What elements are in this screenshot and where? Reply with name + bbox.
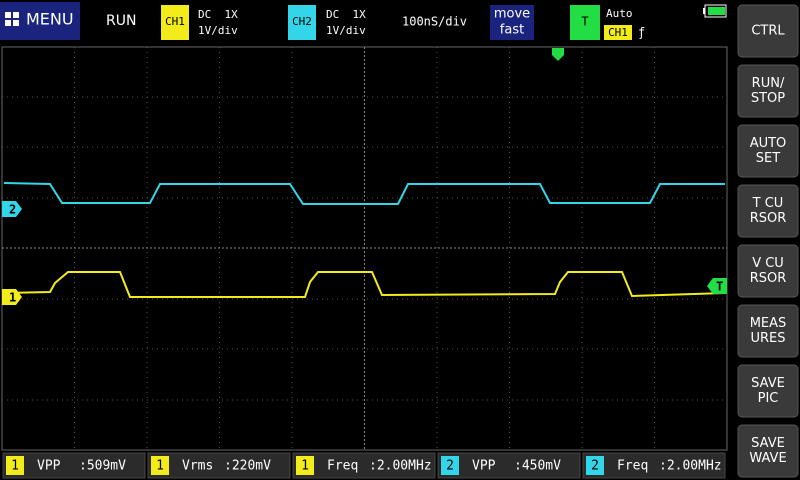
- side-button[interactable]: [737, 364, 799, 418]
- ch2-trace: [3, 182, 725, 205]
- side-button[interactable]: [737, 124, 799, 178]
- channel-number: 1: [156, 459, 164, 474]
- channel-number: 2: [446, 459, 454, 474]
- ch1-marker-label: 1: [9, 291, 16, 305]
- measurement-value: :2.00MHz: [659, 459, 722, 474]
- side-button[interactable]: [737, 244, 799, 298]
- ch2-badge: [288, 5, 316, 40]
- menu-label[interactable]: MENU: [26, 10, 74, 29]
- side-button-label[interactable]: STOP: [751, 91, 785, 106]
- measurement-name: VPP: [37, 459, 61, 474]
- measurement-name: Freq: [327, 459, 358, 474]
- side-button[interactable]: [737, 424, 799, 478]
- side-button-label[interactable]: RSOR: [750, 211, 787, 226]
- trigger-position-marker: [552, 48, 564, 61]
- trigger-edge: ƒ: [638, 26, 645, 40]
- channel-chip: [151, 456, 169, 475]
- side-button[interactable]: [737, 184, 799, 238]
- side-button-label[interactable]: PIC: [758, 391, 779, 406]
- side-button-label[interactable]: AUTO: [750, 136, 787, 151]
- measurement-box: [582, 452, 726, 479]
- menu-icon: [5, 12, 19, 26]
- side-button-label[interactable]: T CU: [752, 196, 784, 211]
- ch2-marker: [2, 201, 22, 217]
- trigger-marker-label: T: [716, 280, 723, 294]
- side-button-label[interactable]: RUN/: [752, 76, 785, 91]
- measurement-value: :220mV: [224, 459, 271, 474]
- run-status: RUN: [106, 13, 136, 29]
- side-button-label[interactable]: CTRL: [751, 24, 785, 39]
- channel-chip: [586, 456, 604, 475]
- move-speed: fast: [500, 23, 524, 38]
- trigger-badge: [570, 5, 600, 40]
- trigger-mode: Auto: [606, 7, 633, 20]
- measurement-bar: 1 VPP :509mV 1 Vrms :220mV 1 Freq :2.00MHz 2 VPP :4…: [2, 452, 726, 479]
- measurement-box: [437, 452, 581, 479]
- channel-number: 1: [301, 459, 309, 474]
- measurement-box: [147, 452, 291, 479]
- measurement-name: Freq: [617, 459, 648, 474]
- measurement-name: Vrms: [182, 459, 213, 474]
- trigger-source: CH1: [608, 26, 628, 39]
- side-button[interactable]: [737, 4, 799, 58]
- side-button-label[interactable]: V CU: [752, 256, 784, 271]
- channel-number: 1: [11, 459, 19, 474]
- measurement-name: VPP: [472, 459, 496, 474]
- side-button-label[interactable]: RSOR: [750, 271, 787, 286]
- channel-chip: [6, 456, 24, 475]
- move-label: move: [494, 7, 530, 22]
- side-button-label[interactable]: URES: [750, 331, 785, 346]
- side-button-label[interactable]: MEAS: [750, 316, 787, 331]
- ch1-marker: [2, 289, 22, 305]
- measurement-box: [2, 452, 146, 479]
- ch1-badge-label: CH1: [165, 15, 185, 28]
- side-button[interactable]: [737, 64, 799, 118]
- channel-number: 2: [591, 459, 599, 474]
- measurement-value: :509mV: [79, 459, 126, 474]
- ch2-marker-label: 2: [9, 203, 16, 217]
- battery-icon: [703, 4, 727, 18]
- grid: [2, 47, 727, 450]
- side-button-label[interactable]: WAVE: [749, 451, 786, 466]
- ch1-badge: [161, 5, 189, 40]
- timebase: 100nS/div: [402, 15, 467, 29]
- trigger-source-badge: [604, 25, 632, 40]
- side-button-label[interactable]: SAVE: [751, 436, 785, 451]
- measurement-box: [292, 452, 436, 479]
- side-button[interactable]: [737, 304, 799, 358]
- ch1-scale: 1V/div: [198, 24, 238, 37]
- ch1-coupling: DC 1X: [198, 8, 238, 21]
- ch1-trace: [3, 271, 726, 298]
- trigger-badge-label: T: [581, 15, 588, 29]
- trigger-level-marker: [707, 278, 727, 294]
- side-button-label[interactable]: SAVE: [751, 376, 785, 391]
- ch2-badge-label: CH2: [292, 15, 312, 28]
- ch2-coupling: DC 1X: [326, 8, 366, 21]
- channel-chip: [441, 456, 459, 475]
- move-mode: [490, 5, 534, 40]
- measurement-value: :2.00MHz: [369, 459, 432, 474]
- measurement-value: :450mV: [514, 459, 561, 474]
- channel-chip: [296, 456, 314, 475]
- side-button-label[interactable]: SET: [756, 151, 780, 166]
- ch2-scale: 1V/div: [326, 24, 366, 37]
